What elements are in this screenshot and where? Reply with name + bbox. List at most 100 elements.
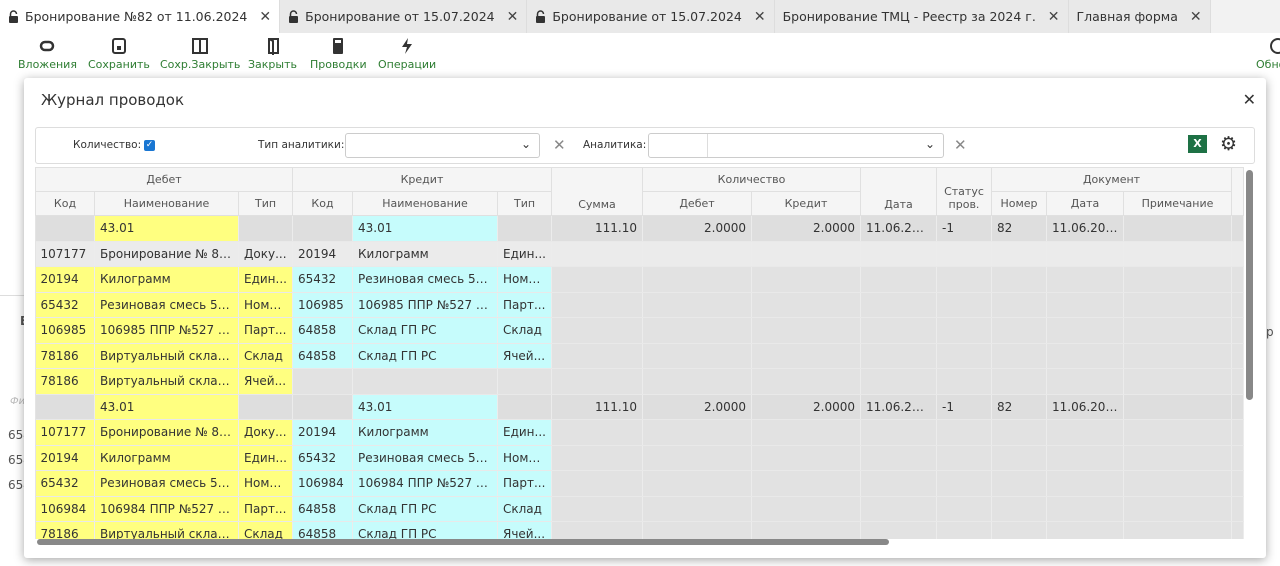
- credit-name-cell: Резиновая смесь 51-...: [352, 445, 498, 471]
- clear-analytics-icon[interactable]: ✕: [954, 136, 967, 154]
- quantity-checkbox[interactable]: ✓: [144, 140, 155, 151]
- debit-type-cell: Номе...: [238, 292, 293, 318]
- credit-code-cell: 20194: [292, 241, 353, 267]
- header-debit-type[interactable]: Тип: [238, 191, 293, 216]
- close-tab-icon[interactable]: ✕: [1189, 8, 1202, 25]
- qc-cell: 2.0000: [751, 394, 861, 420]
- posting-detail-row[interactable]: 78186 Виртуальный склад ... Ячей...: [35, 368, 1244, 395]
- credit-type-cell: Склад: [497, 317, 552, 344]
- date-cell: [860, 419, 937, 446]
- vertical-scrollbar[interactable]: [1246, 170, 1253, 400]
- sum-cell: [551, 419, 643, 446]
- clear-analytics-type-icon[interactable]: ✕: [553, 136, 566, 154]
- posting-detail-row[interactable]: 65432 Резиновая смесь 51-... Номе... 106984…: [35, 470, 1244, 497]
- operations-label: Операции: [378, 58, 437, 71]
- close-icon[interactable]: ✕: [1242, 90, 1256, 109]
- analytics-select[interactable]: ⌄: [648, 133, 944, 158]
- debit-name-cell: Виртуальный склад ...: [94, 521, 239, 539]
- header-sum[interactable]: Сумма: [551, 167, 643, 216]
- postings-button[interactable]: Проводки: [310, 37, 367, 71]
- debit-code-cell: 107177: [35, 419, 95, 446]
- header-credit-name[interactable]: Наименование: [352, 191, 498, 216]
- debit-name-cell: Резиновая смесь 51-...: [94, 470, 239, 497]
- posting-detail-row[interactable]: 106985 106985 ППР №527 от ... Парт... 64858…: [35, 317, 1244, 344]
- close-tab-icon[interactable]: ✕: [753, 8, 766, 25]
- tab-0[interactable]: Бронирование №82 от 11.06.2024 ✕: [0, 0, 281, 33]
- header-debit-code[interactable]: Код: [35, 191, 95, 216]
- gear-icon[interactable]: ⚙: [1220, 133, 1238, 155]
- close-tab-icon[interactable]: ✕: [259, 8, 272, 25]
- debit-name-cell: 43.01: [94, 394, 239, 420]
- qd-cell: [642, 343, 752, 369]
- filler-cell: [1231, 292, 1244, 318]
- num-cell: [991, 521, 1047, 539]
- posting-summary-row[interactable]: 43.01 43.01 111.10 2.0000 2.0000 11.06.2024 -1…: [35, 394, 1244, 420]
- qd-cell: [642, 470, 752, 497]
- tab-1[interactable]: Бронирование от 15.07.2024 ✕: [280, 0, 528, 33]
- refresh-icon: [1269, 38, 1280, 54]
- tab-label: Бронирование №82 от 11.06.2024: [25, 9, 248, 24]
- debit-name-cell: 106985 ППР №527 от ...: [94, 317, 239, 344]
- header-credit-type[interactable]: Тип: [497, 191, 552, 216]
- excel-export-icon[interactable]: X: [1188, 135, 1207, 153]
- sum-cell: [551, 445, 643, 471]
- analytics-label: Аналитика:: [583, 139, 647, 151]
- header-document: Документ: [990, 167, 1233, 192]
- analytics-type-label: Тип аналитики:: [258, 139, 345, 151]
- header-date[interactable]: Дата: [860, 167, 937, 216]
- posting-detail-row[interactable]: 20194 Килограмм Един... 65432 Резиновая смес…: [35, 266, 1244, 293]
- analytics-type-select[interactable]: ⌄: [345, 133, 540, 158]
- header-qty-debit[interactable]: Дебет: [642, 191, 752, 216]
- date-cell: [860, 241, 937, 267]
- debit-code-cell: 106985: [35, 317, 95, 344]
- credit-code-cell: [292, 215, 353, 242]
- status-cell: -1: [936, 394, 992, 420]
- debit-name-cell: 106984 ППР №527 от ...: [94, 496, 239, 522]
- posting-detail-row[interactable]: 107177 Бронирование № 82 ... Доку... 20194 К…: [35, 419, 1244, 446]
- tab-4[interactable]: Главная форма ✕: [1068, 0, 1211, 33]
- header-debit: Дебет: [35, 167, 293, 192]
- attachments-button[interactable]: Вложения: [18, 37, 77, 71]
- close-tab-icon[interactable]: ✕: [506, 8, 519, 25]
- close-tab-icon[interactable]: ✕: [1047, 8, 1060, 25]
- tab-label: Бронирование от 15.07.2024: [305, 9, 495, 24]
- ddate-cell: [1046, 368, 1124, 395]
- posting-detail-row[interactable]: 106984 106984 ППР №527 от ... Парт... 64858…: [35, 496, 1244, 522]
- qd-cell: [642, 521, 752, 539]
- tab-3[interactable]: Бронирование ТМЦ - Реестр за 2024 г. ✕: [774, 0, 1069, 33]
- background-right-text: р: [1266, 325, 1274, 339]
- debit-name-cell: 43.01: [94, 215, 239, 242]
- credit-type-cell: [497, 215, 552, 242]
- close-button[interactable]: Закрыть: [248, 37, 297, 71]
- save-button[interactable]: Сохранить: [88, 37, 150, 71]
- posting-detail-row[interactable]: 78186 Виртуальный склад ... Склад 64858 Скла…: [35, 343, 1244, 369]
- status-cell: [936, 521, 992, 539]
- sum-cell: [551, 343, 643, 369]
- header-doc-number[interactable]: Номер: [991, 191, 1047, 216]
- header-debit-name[interactable]: Наименование: [94, 191, 239, 216]
- save-close-button[interactable]: Сохр.Закрыть: [160, 37, 240, 71]
- credit-name-cell: [352, 368, 498, 395]
- posting-detail-row[interactable]: 65432 Резиновая смесь 51-... Номе... 106985…: [35, 292, 1244, 318]
- posting-detail-row[interactable]: 78186 Виртуальный склад ... Склад 64858 Скла…: [35, 521, 1244, 539]
- header-doc-date[interactable]: Дата: [1046, 191, 1124, 216]
- header-credit-code[interactable]: Код: [292, 191, 353, 216]
- note-cell: [1123, 368, 1233, 395]
- date-cell: [860, 470, 937, 497]
- debit-code-cell: 20194: [35, 266, 95, 293]
- refresh-button[interactable]: Обно: [1256, 37, 1280, 71]
- header-status[interactable]: Статус пров.: [936, 167, 992, 216]
- horizontal-scrollbar[interactable]: [37, 539, 889, 545]
- qd-cell: [642, 292, 752, 318]
- header-doc-note[interactable]: Примечание: [1122, 191, 1233, 216]
- header-qty-credit[interactable]: Кредит: [751, 191, 861, 216]
- debit-type-cell: Ячей...: [238, 368, 293, 395]
- tab-2[interactable]: Бронирование от 15.07.2024 ✕: [527, 0, 775, 33]
- date-cell: [860, 368, 937, 395]
- posting-detail-row[interactable]: 20194 Килограмм Един... 65432 Резиновая смес…: [35, 445, 1244, 471]
- posting-detail-row[interactable]: 107177 Бронирование № 82 ... Доку... 20194 К…: [35, 241, 1244, 267]
- operations-button[interactable]: Операции: [378, 37, 436, 71]
- filler-cell: [1231, 445, 1244, 471]
- posting-summary-row[interactable]: 43.01 43.01 111.10 2.0000 2.0000 11.06.2024 -1…: [35, 215, 1244, 242]
- num-cell: [991, 445, 1047, 471]
